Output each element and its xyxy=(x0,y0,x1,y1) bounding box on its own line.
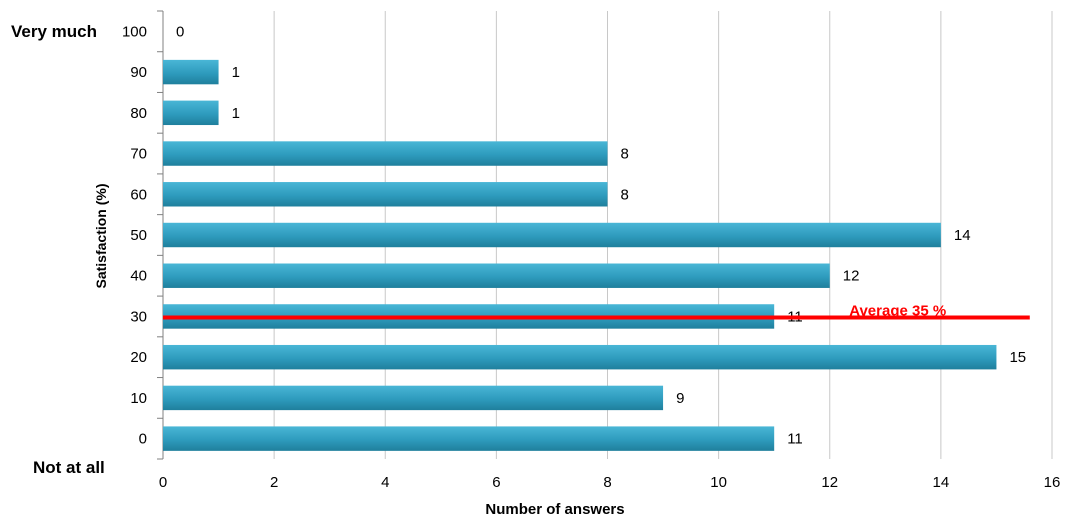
x-tick-label: 0 xyxy=(159,474,167,491)
data-label: 8 xyxy=(621,186,629,203)
data-label: 15 xyxy=(1009,349,1026,366)
y-tick-label: 60 xyxy=(130,186,147,203)
x-tick-label: 12 xyxy=(821,474,838,491)
x-tick-label: 6 xyxy=(492,474,500,491)
y-axis-title: Satisfaction (%) xyxy=(93,183,109,288)
y-tick-label: 20 xyxy=(130,349,147,366)
y-tick-label: 90 xyxy=(130,64,147,81)
bar xyxy=(163,263,830,288)
data-label: 11 xyxy=(787,431,803,448)
data-label: 1 xyxy=(232,64,240,81)
y-tick-label: 100 xyxy=(122,23,147,40)
labels: 0246810121416100090180170860850144012301… xyxy=(122,23,1060,491)
y-tick-label: 30 xyxy=(130,308,147,325)
bottom-end-label: Not at all xyxy=(33,458,105,477)
data-label: 8 xyxy=(621,146,629,163)
data-label: 9 xyxy=(676,390,684,407)
x-axis-title: Number of answers xyxy=(485,501,624,518)
y-tick-label: 50 xyxy=(130,227,147,244)
bar xyxy=(163,222,941,248)
bar xyxy=(163,100,219,126)
bar xyxy=(163,141,608,166)
top-end-label: Very much xyxy=(11,22,97,41)
bar xyxy=(163,59,219,85)
x-tick-label: 8 xyxy=(603,474,611,491)
x-tick-label: 2 xyxy=(270,474,278,491)
y-tick-label: 70 xyxy=(130,146,147,163)
y-tick-label: 80 xyxy=(130,105,147,122)
data-label: 12 xyxy=(843,268,860,285)
bar xyxy=(163,344,997,370)
bar xyxy=(163,182,608,207)
data-label: 0 xyxy=(176,23,184,40)
x-tick-label: 10 xyxy=(710,474,727,491)
bar xyxy=(163,385,664,411)
y-tick-label: 40 xyxy=(130,268,147,285)
average-label: Average 35 % xyxy=(849,302,946,319)
bars xyxy=(163,59,997,451)
x-tick-label: 16 xyxy=(1044,474,1061,491)
y-tick-label: 0 xyxy=(139,431,147,448)
axes xyxy=(157,10,164,460)
x-tick-label: 14 xyxy=(933,474,950,491)
bar xyxy=(163,426,775,451)
y-tick-label: 10 xyxy=(130,390,147,407)
data-label: 1 xyxy=(232,105,240,122)
data-label: 14 xyxy=(954,227,971,244)
x-tick-label: 4 xyxy=(381,474,389,491)
